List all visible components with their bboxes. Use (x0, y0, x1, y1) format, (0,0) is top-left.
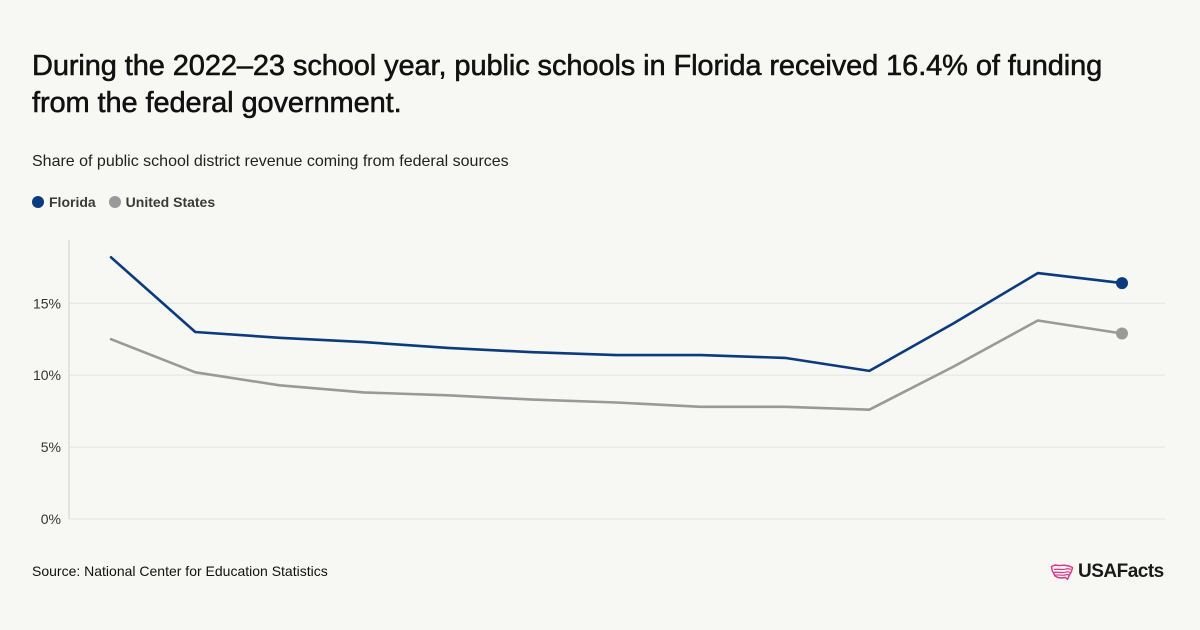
logo-text: USAFacts (1078, 561, 1164, 582)
y-tick-label: 10% (33, 367, 61, 383)
legend-swatch-florida (32, 196, 44, 208)
legend-item-florida[interactable]: Florida (32, 194, 96, 210)
chart-subtitle: Share of public school district revenue … (32, 153, 509, 170)
last-point-united-states[interactable] (1116, 327, 1128, 340)
series-line-florida (109, 255, 1124, 373)
series-line-united-states (109, 319, 1124, 412)
y-tick-label: 5% (41, 439, 61, 455)
last-point-florida[interactable] (1116, 277, 1128, 290)
legend-item-united-states[interactable]: United States (108, 194, 216, 210)
chart-title: During the 2022–23 school year, public s… (32, 50, 1103, 120)
legend: Florida United States (32, 194, 228, 210)
y-tick-label: 15% (33, 295, 61, 311)
usafacts-logo[interactable]: USAFacts (1050, 561, 1164, 583)
legend-label-united-states: United States (125, 194, 216, 210)
legend-swatch-united-states (108, 196, 121, 208)
legend-label-florida: Florida (49, 194, 96, 210)
y-tick-label: 0% (41, 511, 61, 527)
usa-map-icon (1050, 564, 1074, 581)
source-note: Source: National Center for Education St… (32, 563, 328, 579)
